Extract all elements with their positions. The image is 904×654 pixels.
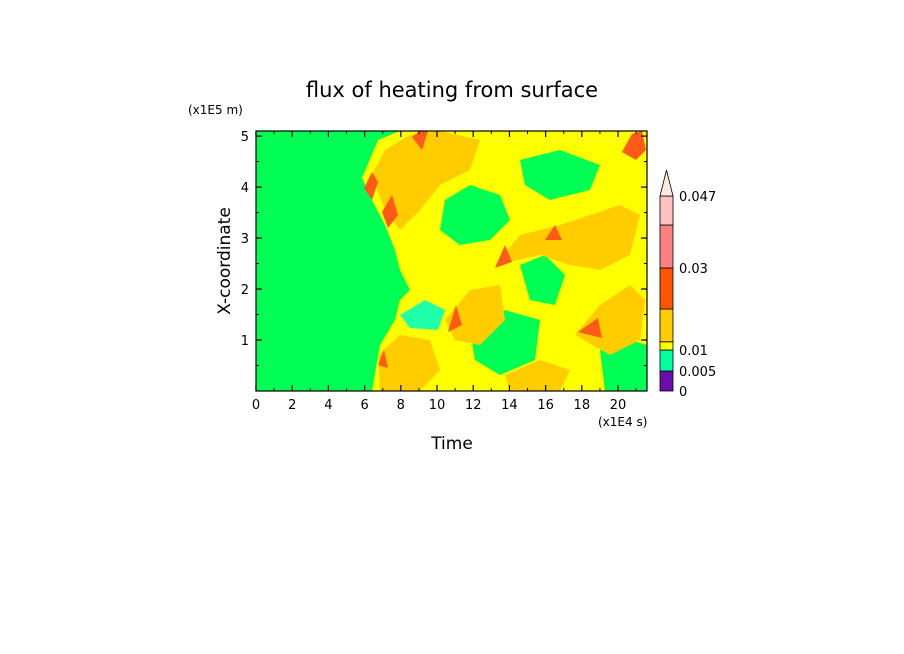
x-tick-label: 16 bbox=[537, 398, 554, 413]
contour-green-patch bbox=[520, 150, 600, 200]
x-tick-label: 8 bbox=[397, 398, 405, 413]
x-tick-label: 14 bbox=[501, 398, 518, 413]
x-tick-label: 20 bbox=[610, 398, 627, 413]
colorbar-tick-label: 0.047 bbox=[679, 190, 716, 205]
x-tick-label: 12 bbox=[465, 398, 482, 413]
y-tick-label: 5 bbox=[241, 130, 249, 145]
colorbar-swatch bbox=[659, 349, 674, 372]
colorbar-swatch bbox=[659, 224, 674, 269]
y-tick-label: 4 bbox=[241, 181, 249, 196]
contour-orange-region bbox=[495, 205, 640, 270]
contour-orange-region bbox=[575, 285, 645, 355]
colorbar-tick-label: 0.01 bbox=[679, 344, 708, 359]
contour-orange-region bbox=[445, 285, 505, 345]
plot-frame bbox=[255, 130, 648, 392]
colorbar-tick-label: 0.005 bbox=[679, 365, 716, 380]
y-unit-label: (x1E5 m) bbox=[188, 103, 243, 117]
y-tick-label: 1 bbox=[241, 334, 249, 349]
colorbar-swatch bbox=[659, 341, 674, 351]
chart-title: flux of heating from surface bbox=[306, 78, 598, 102]
contour-red-region bbox=[382, 195, 398, 228]
contour-red-region bbox=[378, 350, 388, 368]
colorbar-swatch bbox=[659, 308, 674, 343]
contour-red-region bbox=[495, 245, 512, 268]
colorbar-tick-label: 0.03 bbox=[679, 262, 708, 277]
x-tick-label: 4 bbox=[324, 398, 332, 413]
x-unit-label: (x1E4 s) bbox=[598, 415, 647, 429]
contour-red-region bbox=[545, 225, 562, 240]
contour-green-patch bbox=[520, 255, 565, 305]
contour-red-region bbox=[364, 172, 378, 200]
x-tick-label: 6 bbox=[360, 398, 368, 413]
x-tick-label: 10 bbox=[429, 398, 446, 413]
contour-orange-region bbox=[378, 335, 440, 391]
contour-red-region bbox=[622, 131, 646, 160]
x-axis: 0 2 4 6 8 10 12 14 16 18 20 bbox=[252, 131, 637, 413]
colorbar-swatch bbox=[659, 195, 674, 226]
colorbar: 0 0.005 0.01 0.03 0.047 bbox=[659, 169, 716, 400]
contour-orange-region bbox=[372, 131, 480, 230]
y-tick-label: 2 bbox=[241, 283, 249, 298]
contour-red-region bbox=[448, 305, 462, 332]
contour-orange-region bbox=[505, 360, 570, 391]
contour-red-region bbox=[578, 318, 602, 338]
colorbar-swatch bbox=[659, 370, 674, 392]
plot-area bbox=[255, 130, 648, 392]
colorbar-extend-arrow bbox=[659, 169, 674, 197]
y-axis: 1 2 3 4 5 bbox=[241, 130, 647, 367]
x-tick-label: 0 bbox=[252, 398, 260, 413]
contour-cyan-patch bbox=[400, 300, 445, 330]
x-tick-label: 2 bbox=[288, 398, 296, 413]
y-tick-label: 3 bbox=[241, 232, 249, 247]
x-axis-label: Time bbox=[430, 434, 473, 454]
y-axis-label: X-coordinate bbox=[215, 207, 235, 315]
contour-red-region bbox=[412, 131, 428, 150]
colorbar-tick-label: 0 bbox=[679, 385, 687, 400]
x-tick-label: 18 bbox=[574, 398, 591, 413]
colorbar-swatch bbox=[659, 267, 674, 310]
contour-green-patch bbox=[440, 185, 510, 245]
